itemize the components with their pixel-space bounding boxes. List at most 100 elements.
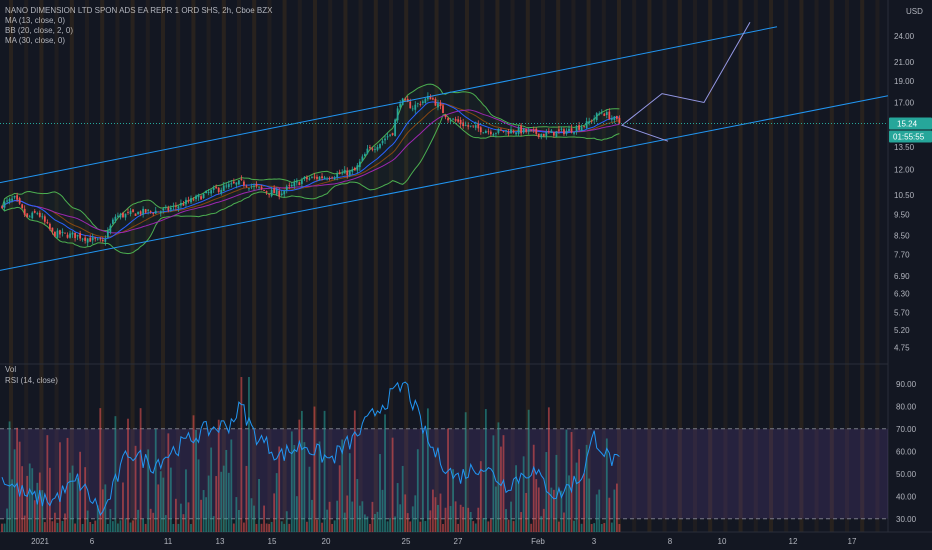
candle-body [502, 131, 505, 132]
candle-body [570, 128, 573, 133]
volume-bar [177, 523, 180, 532]
volume-bar [525, 492, 528, 532]
volume-bar [74, 523, 76, 532]
candle-body [321, 176, 323, 179]
candle-body [119, 213, 122, 218]
volume-bar [323, 410, 326, 532]
candle-body [311, 176, 313, 178]
candle-body [424, 98, 427, 103]
volume-bar [598, 489, 601, 532]
candle-body [240, 178, 243, 180]
volume-bar [333, 520, 336, 532]
candle-body [81, 238, 84, 240]
volume-bar [381, 489, 384, 532]
candle-body [547, 131, 550, 133]
volume-bar [356, 479, 359, 532]
rsi-tick-label: 70.00 [896, 425, 917, 434]
volume-bar [419, 521, 422, 532]
candle-body [583, 126, 586, 128]
candle-body [200, 196, 202, 200]
volume-bar [578, 449, 580, 532]
candle-body [568, 128, 570, 132]
volume-bar [306, 521, 308, 532]
candle-body [379, 143, 381, 148]
session-band [252, 0, 257, 532]
price-tick-label: 24.00 [894, 32, 915, 41]
candle-body [69, 233, 71, 238]
volume-bar [540, 516, 543, 532]
candle-body [399, 103, 402, 108]
volume-bar [593, 523, 596, 532]
session-band [115, 0, 120, 532]
volume-bar [313, 406, 316, 532]
volume-bar [285, 511, 288, 532]
channel-upper-line [0, 26, 778, 184]
rsi-legend[interactable]: RSI (14, close) [5, 376, 58, 385]
candle-body [185, 199, 187, 205]
candle-body [515, 132, 517, 135]
volume-bar [394, 516, 397, 532]
candle-body [462, 122, 465, 127]
volume-bar [595, 494, 598, 532]
candle-body [106, 230, 109, 238]
volume-bar [583, 473, 586, 532]
volume-bar [447, 428, 449, 532]
volume-bar [489, 519, 492, 532]
ma13-legend[interactable]: MA (13, close, 0) [5, 16, 66, 25]
candle-body [237, 180, 240, 185]
price-tick-label: 7.70 [894, 251, 910, 260]
candle-body [389, 134, 391, 136]
volume-bar [91, 523, 94, 532]
candle-body [180, 203, 182, 206]
volume-bar [588, 478, 591, 532]
volume-bar [172, 524, 175, 532]
volume-bar [300, 410, 303, 532]
session-band [24, 0, 29, 532]
candle-body [396, 108, 399, 121]
rsi-tick-label: 30.00 [896, 515, 917, 524]
candle-body [374, 149, 376, 150]
candle-body [343, 169, 346, 174]
candle-body [442, 105, 444, 114]
vol-legend[interactable]: Vol [5, 365, 17, 374]
bb-legend[interactable]: BB (20, close, 2, 0) [5, 26, 74, 35]
volume-bar [343, 512, 346, 532]
session-band [525, 0, 530, 532]
candle-body [250, 186, 253, 188]
volume-bar [374, 514, 376, 532]
candle-body [127, 212, 129, 213]
volume-bar [406, 513, 409, 532]
session-band [753, 0, 758, 532]
volume-bar [89, 521, 92, 532]
volume-bar [522, 456, 525, 532]
candle-body [459, 119, 462, 125]
candle-body [469, 125, 472, 127]
volume-bar [401, 465, 404, 532]
volume-bar [270, 521, 273, 532]
candle-body [56, 230, 59, 238]
volume-bar [293, 445, 296, 532]
candle-body [104, 239, 107, 242]
candle-body [618, 117, 621, 124]
volume-bar [260, 523, 263, 532]
session-band [282, 0, 287, 532]
candle-body [500, 129, 502, 131]
volume-bar [502, 435, 505, 532]
candle-body [248, 188, 250, 190]
volume-bar [142, 518, 145, 532]
candle-body [575, 126, 578, 132]
candle-body [429, 96, 432, 100]
session-band [54, 0, 59, 532]
candle-body [8, 198, 11, 202]
candle-body [59, 230, 61, 235]
volume-bar [449, 506, 452, 532]
candle-body [157, 211, 160, 213]
candle-body [263, 190, 265, 191]
ma30-legend[interactable]: MA (30, close, 0) [5, 36, 66, 45]
volume-bar [517, 482, 520, 532]
candle-body [129, 210, 132, 215]
session-band [738, 0, 743, 532]
candle-body [369, 147, 371, 148]
ma13-line [1, 101, 620, 240]
